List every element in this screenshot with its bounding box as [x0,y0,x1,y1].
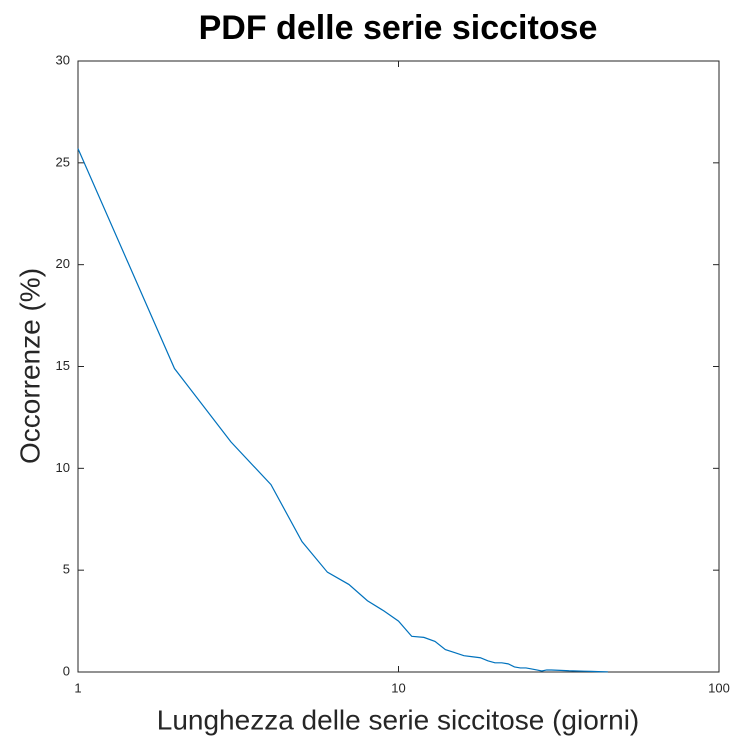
x-axis-label: Lunghezza delle serie siccitose (giorni) [157,704,639,735]
x-tick-label: 100 [708,680,730,695]
y-tick-label: 20 [56,256,70,271]
y-tick-label: 0 [63,663,70,678]
y-tick-label: 30 [56,52,70,67]
y-tick-label: 10 [56,460,70,475]
x-tick-label: 10 [391,680,405,695]
y-tick-label: 15 [56,358,70,373]
x-tick-label: 1 [74,680,81,695]
chart-title: PDF delle serie siccitose [199,9,598,47]
y-tick-label: 5 [63,562,70,577]
y-tick-label: 25 [56,154,70,169]
y-axis-label: Occorrenze (%) [14,268,45,464]
data-line [77,148,608,673]
